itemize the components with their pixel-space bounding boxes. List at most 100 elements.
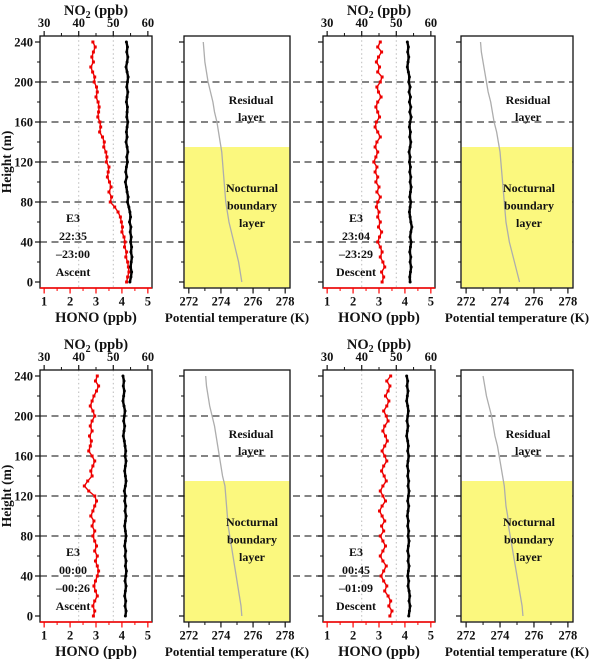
- no2-point: [124, 599, 128, 603]
- hono-point: [378, 245, 382, 249]
- hono-point: [126, 260, 130, 264]
- theta-tick-label: 276: [525, 629, 544, 643]
- hono-point: [383, 499, 387, 503]
- hono-point: [378, 235, 382, 239]
- hono-point: [382, 474, 386, 478]
- hono-point: [383, 444, 387, 448]
- hono-point: [380, 50, 384, 54]
- no2-point: [405, 384, 409, 388]
- no2-point: [408, 165, 412, 169]
- hono-tick-label: 5: [428, 629, 434, 643]
- no2-point: [125, 115, 129, 119]
- no2-point: [407, 504, 411, 508]
- hono-point: [119, 220, 123, 224]
- no2-point: [409, 220, 413, 224]
- hono-point: [91, 70, 95, 74]
- hono-point: [109, 185, 113, 189]
- no2-axis-title: NO2 (ppb): [347, 337, 411, 355]
- theta-line: [479, 41, 521, 283]
- no2-point: [405, 464, 409, 468]
- hono-point: [122, 235, 126, 239]
- no2-tick-label: 60: [142, 350, 155, 364]
- hono-point: [376, 110, 380, 114]
- hono-point: [98, 120, 102, 124]
- no2-point: [121, 374, 125, 378]
- no2-point: [410, 225, 414, 229]
- no2-point: [123, 544, 127, 548]
- no2-point: [124, 459, 128, 463]
- hono-tick-label: 1: [324, 629, 330, 643]
- hono-point: [123, 245, 127, 249]
- no2-point: [406, 544, 410, 548]
- no2-point: [409, 105, 413, 109]
- no2-point: [407, 90, 411, 94]
- chart-row-1: 30 40 50 60 NO2 (ppb) 1 2 3 4 5 HONO (ppb) 0 40 80 120…: [0, 0, 600, 333]
- height-tick-label: 200: [14, 75, 33, 89]
- theta-axis-title: Potential temperature (K): [165, 310, 309, 325]
- hono-point: [93, 414, 97, 418]
- hono-point: [380, 230, 384, 234]
- no2-point: [409, 230, 413, 234]
- nocturnal-layer-label: boundary: [227, 199, 277, 213]
- no2-point: [122, 429, 126, 433]
- no2-point: [407, 210, 411, 214]
- hono-point: [378, 534, 382, 538]
- hono-point: [94, 95, 98, 99]
- hono-point: [380, 514, 384, 518]
- height-tick-label: 240: [14, 35, 33, 49]
- no2-point: [406, 379, 410, 383]
- no2-point: [124, 574, 128, 578]
- hono-point: [92, 394, 96, 398]
- no2-point: [406, 559, 410, 563]
- no2-point: [405, 429, 409, 433]
- no2-point: [130, 245, 134, 249]
- no2-point: [407, 55, 411, 59]
- no2-point: [406, 70, 410, 74]
- theta-tick-label: 272: [179, 629, 198, 643]
- no2-point: [407, 489, 411, 493]
- flight-label-line: –23:00: [55, 247, 90, 261]
- flight-label-line: E3: [349, 545, 363, 559]
- no2-point: [405, 40, 409, 44]
- flight-label-line: E3: [349, 211, 363, 225]
- flight-label-line: 22:35: [59, 229, 87, 243]
- nocturnal-boundary-layer-region: [184, 481, 290, 622]
- no2-point: [129, 225, 133, 229]
- hono-point: [387, 399, 391, 403]
- no2-point: [121, 399, 125, 403]
- hono-point: [373, 170, 377, 174]
- hono-point: [376, 130, 380, 134]
- profile-panel-0: 30 40 50 60 NO2 (ppb) 1 2 3 4 5 HONO (ppb) 0 40 80 120…: [14, 3, 154, 326]
- hono-point: [376, 240, 380, 244]
- hono-point: [384, 564, 388, 568]
- hono-point: [93, 504, 97, 508]
- no2-point: [123, 564, 127, 568]
- no2-point: [124, 140, 128, 144]
- hono-point: [375, 85, 379, 89]
- hono-point: [93, 459, 97, 463]
- hono-point: [104, 160, 108, 164]
- no2-point: [407, 579, 411, 583]
- height-tick-label: 120: [14, 489, 33, 503]
- hono-point: [93, 559, 97, 563]
- hono-tick-label: 1: [324, 295, 330, 309]
- hono-point: [374, 205, 378, 209]
- no2-point: [406, 389, 410, 393]
- no2-point: [124, 504, 128, 508]
- no2-point: [122, 389, 126, 393]
- hono-point: [388, 384, 392, 388]
- hono-tick-label: 4: [402, 629, 409, 643]
- hono-point: [386, 419, 390, 423]
- no2-point: [409, 185, 413, 189]
- no2-point: [406, 474, 410, 478]
- hono-point: [385, 584, 389, 588]
- no2-point: [408, 155, 412, 159]
- hono-point: [383, 544, 387, 548]
- nocturnal-boundary-layer-region: [184, 147, 290, 288]
- nocturnal-layer-label: layer: [516, 550, 543, 564]
- no2-point: [408, 95, 412, 99]
- hono-point: [384, 479, 388, 483]
- no2-tick-label: 40: [355, 16, 368, 30]
- flight-label-line: Ascent: [56, 599, 91, 613]
- hono-point: [373, 125, 377, 129]
